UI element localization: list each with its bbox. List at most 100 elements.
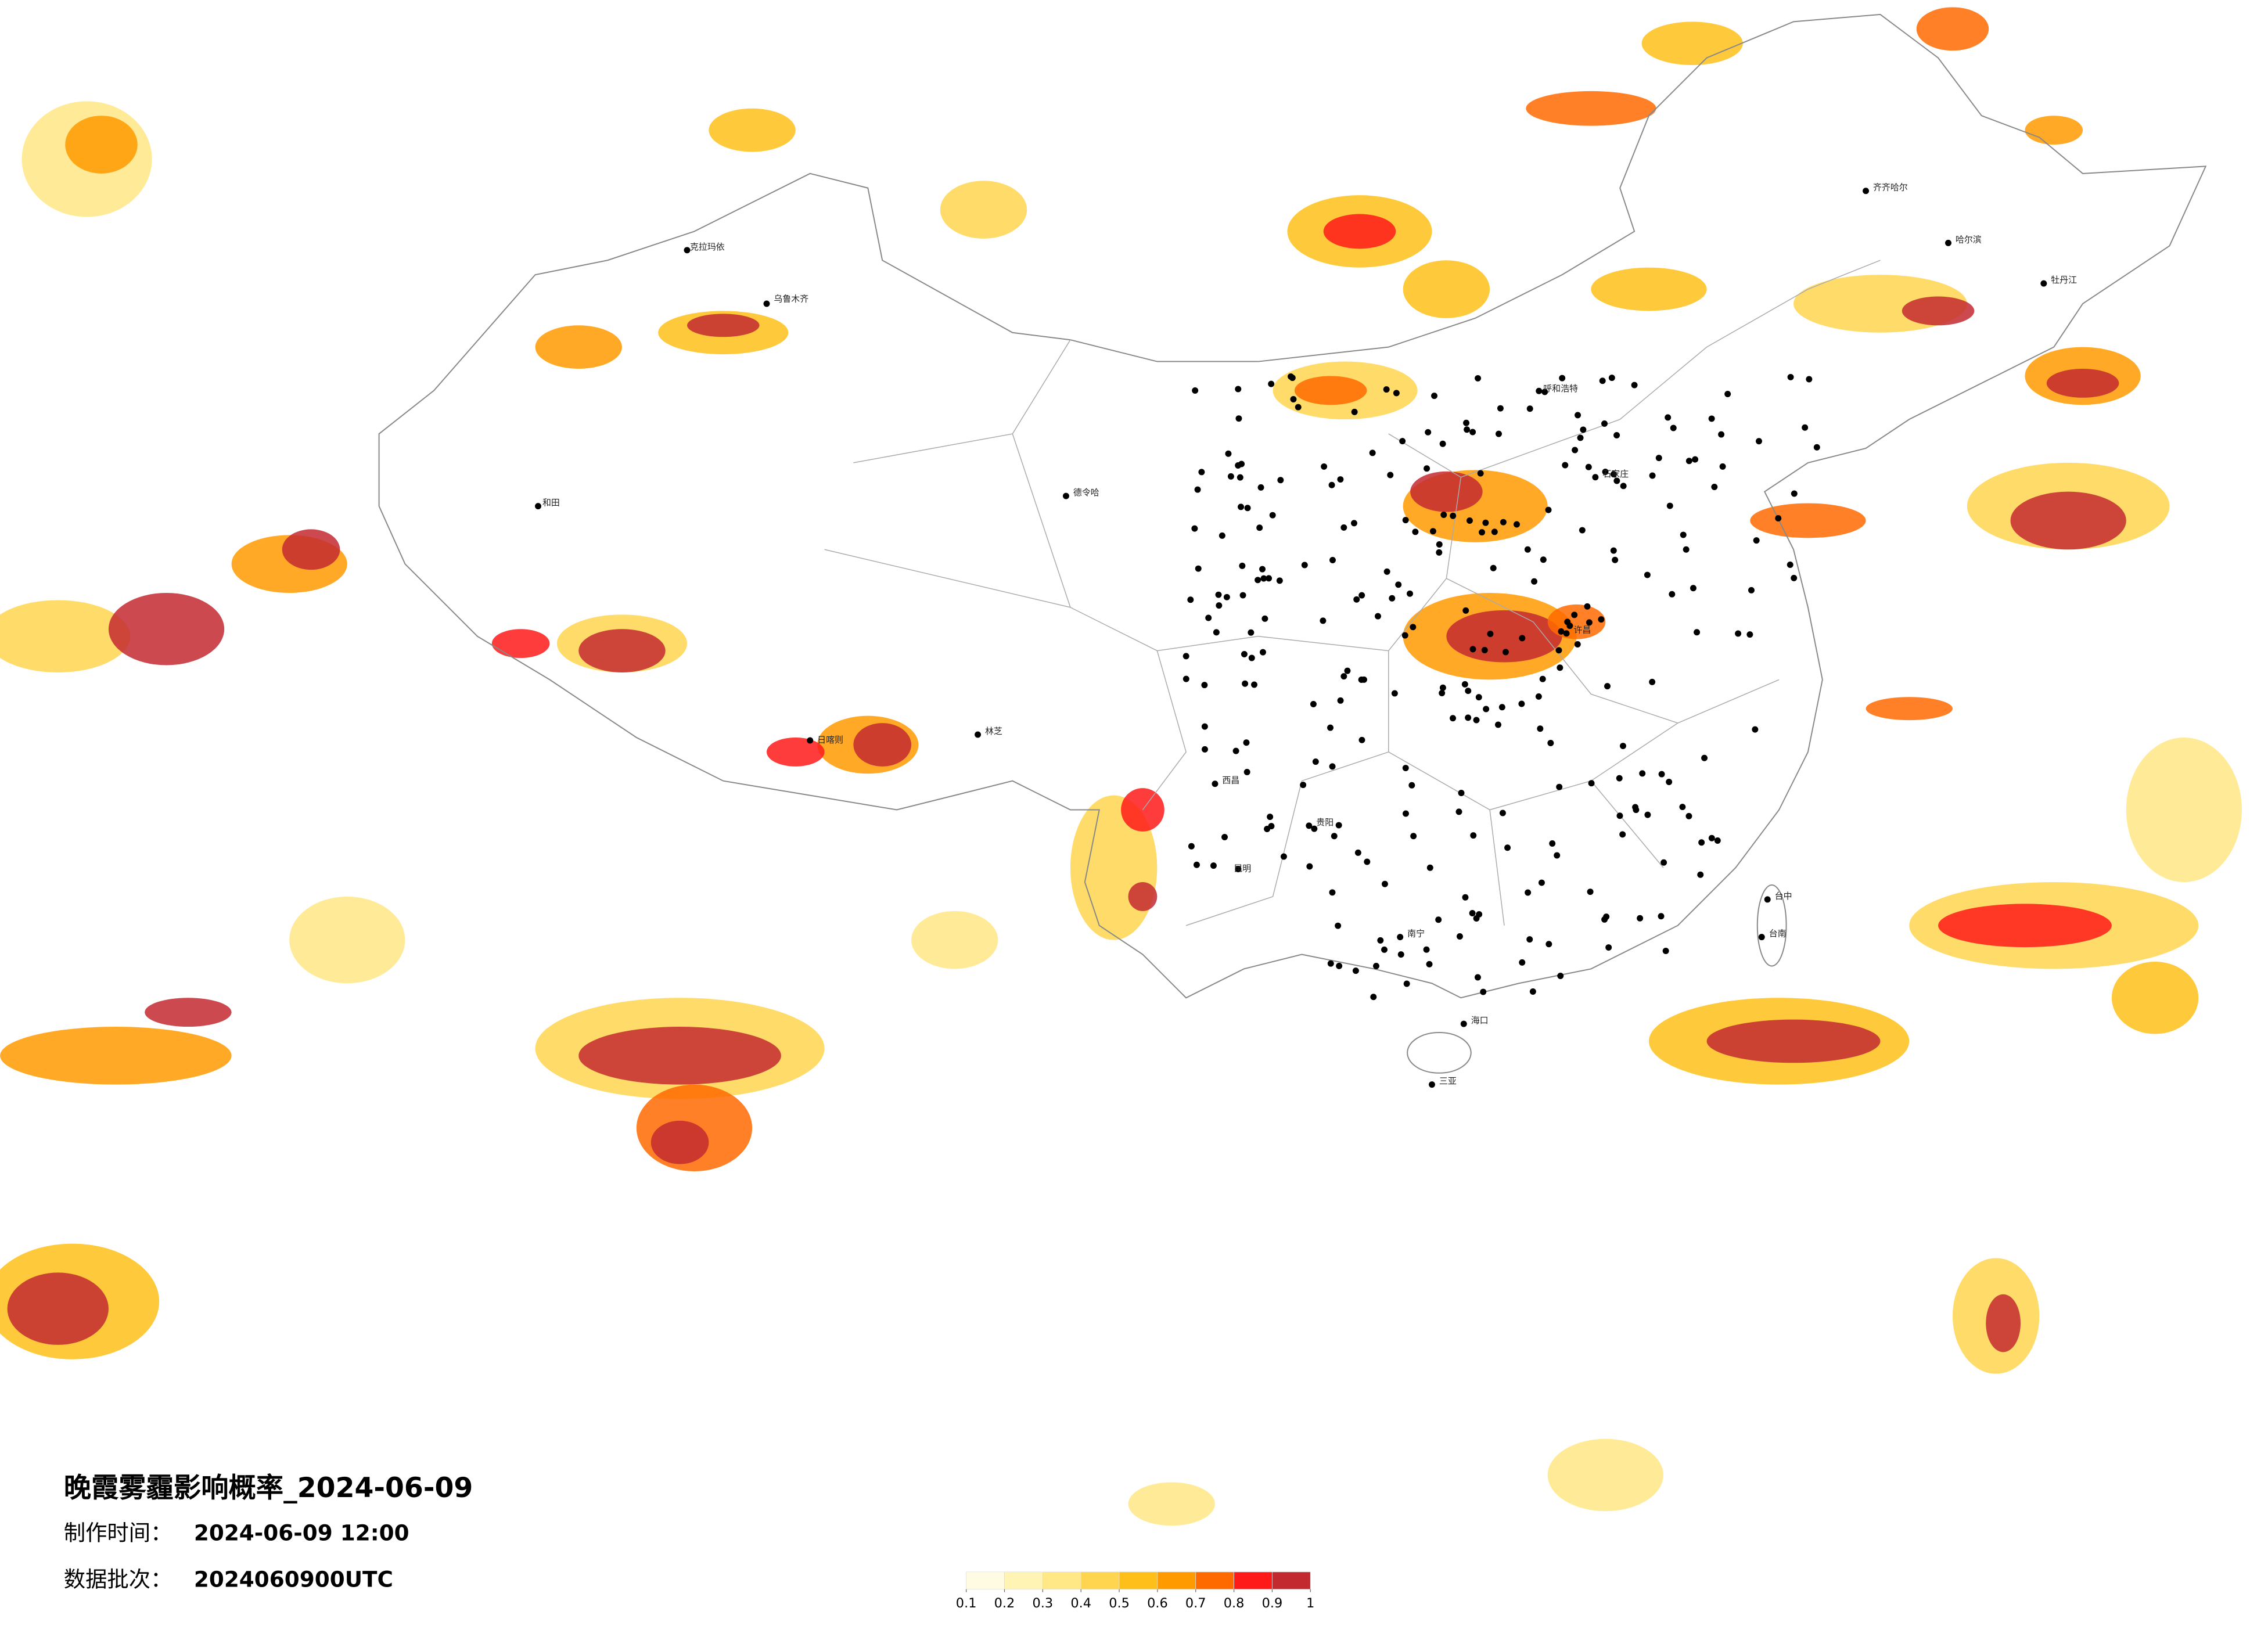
city-dot	[1557, 664, 1563, 671]
probability-patch	[650, 1120, 709, 1164]
city-dot	[1212, 780, 1219, 787]
colorbar-tick-label: 0.9	[1262, 1596, 1283, 1611]
city-dot	[1477, 470, 1484, 477]
city-dot	[1241, 651, 1248, 657]
city-dot	[1587, 888, 1594, 895]
city-dot	[1787, 562, 1793, 569]
city-dot	[1412, 528, 1419, 535]
city-dot	[1658, 913, 1665, 920]
city-label: 林芝	[985, 726, 1002, 736]
city-dot	[1381, 880, 1388, 887]
city-dot	[1426, 864, 1433, 871]
city-dot	[1337, 697, 1344, 704]
city-dot	[1354, 849, 1361, 856]
probability-patch	[1866, 697, 1953, 721]
city-dot	[1639, 770, 1646, 777]
city-dot	[1328, 481, 1335, 488]
city-dot	[1389, 595, 1396, 602]
city-dot	[1425, 429, 1432, 436]
city-dot	[1562, 462, 1569, 469]
city-label: 齐齐哈尔	[1873, 182, 1908, 193]
city-label: 牡丹江	[2051, 275, 2077, 285]
city-dot	[1748, 587, 1755, 593]
probability-patch	[1526, 91, 1656, 126]
city-dot	[1724, 390, 1731, 397]
probability-patch	[578, 629, 666, 672]
city-dot	[1410, 833, 1417, 840]
probability-field	[0, 7, 2242, 1526]
city-dot	[1483, 706, 1490, 713]
city-dot	[1537, 725, 1544, 732]
city-dot	[1301, 562, 1308, 569]
city-dot	[1213, 629, 1220, 636]
colorbar-tick-label: 0.8	[1224, 1596, 1245, 1611]
probability-patch	[940, 181, 1027, 239]
city-dot	[1327, 724, 1334, 731]
city-dot	[1579, 527, 1586, 534]
city-dot	[1402, 517, 1409, 524]
city-dot	[1719, 463, 1726, 470]
city-dot	[1574, 641, 1581, 647]
city-dot	[1613, 477, 1620, 484]
colorbar-swatch	[1272, 1571, 1311, 1590]
city-dot	[1276, 577, 1283, 584]
city-label: 海口	[1471, 1015, 1489, 1026]
city-dot	[1586, 619, 1593, 626]
colorbar-tick-label: 0.4	[1070, 1596, 1091, 1611]
city-dot	[1201, 746, 1208, 753]
city-dot	[763, 300, 770, 307]
city-dot	[1397, 934, 1404, 941]
city-dot	[1473, 717, 1480, 724]
city-dot	[1335, 822, 1342, 829]
hainan	[1407, 1032, 1472, 1074]
country-border	[378, 13, 2207, 999]
city-dot	[1518, 700, 1525, 707]
city-dot	[1644, 811, 1651, 818]
batch-value: 2024060900UTC	[194, 1566, 393, 1592]
city-dot	[1605, 944, 1612, 951]
city-dot	[1514, 521, 1520, 528]
city-dot	[1554, 852, 1561, 859]
city-dot	[1192, 387, 1199, 394]
city-dot	[1431, 393, 1437, 400]
city-dot	[1620, 483, 1627, 490]
probability-patch	[1410, 471, 1483, 512]
city-dot	[535, 503, 542, 510]
city-dot	[1519, 959, 1526, 966]
city-dot	[1259, 649, 1266, 656]
probability-patch	[2025, 116, 2083, 145]
colorbar-swatch	[1234, 1571, 1273, 1590]
city-dot	[1465, 714, 1472, 721]
probability-patch	[766, 738, 825, 767]
probability-patch	[289, 896, 405, 984]
city-dot	[1575, 412, 1582, 419]
city-label: 许昌	[1574, 625, 1591, 635]
city-dot	[1352, 967, 1359, 974]
city-dot	[1524, 546, 1531, 553]
city-dot	[1395, 581, 1402, 588]
city-dot	[1311, 825, 1318, 832]
city-dot	[1555, 647, 1562, 654]
city-dot	[1391, 690, 1398, 697]
city-dot	[1364, 858, 1371, 865]
city-label: 三亚	[1439, 1076, 1457, 1087]
city-dot	[1690, 585, 1696, 592]
city-dot	[1580, 426, 1587, 433]
city-dot	[1735, 630, 1742, 637]
city-dot	[1536, 387, 1543, 394]
city-dot	[1439, 690, 1446, 696]
city-dot	[1370, 994, 1377, 1001]
city-dot	[1753, 537, 1760, 544]
city-dot	[1383, 386, 1390, 393]
city-dot	[1269, 512, 1276, 519]
city-dot	[1205, 614, 1212, 621]
city-dot	[1685, 458, 1692, 465]
city-dot	[1469, 646, 1476, 653]
city-dot	[1201, 682, 1208, 689]
probability-patch	[0, 600, 131, 672]
city-dot	[1495, 721, 1501, 728]
city-dot	[1336, 962, 1343, 969]
colorbar-swatch	[1119, 1571, 1158, 1590]
city-dot	[1337, 476, 1344, 483]
probability-patch	[1706, 1019, 1881, 1063]
